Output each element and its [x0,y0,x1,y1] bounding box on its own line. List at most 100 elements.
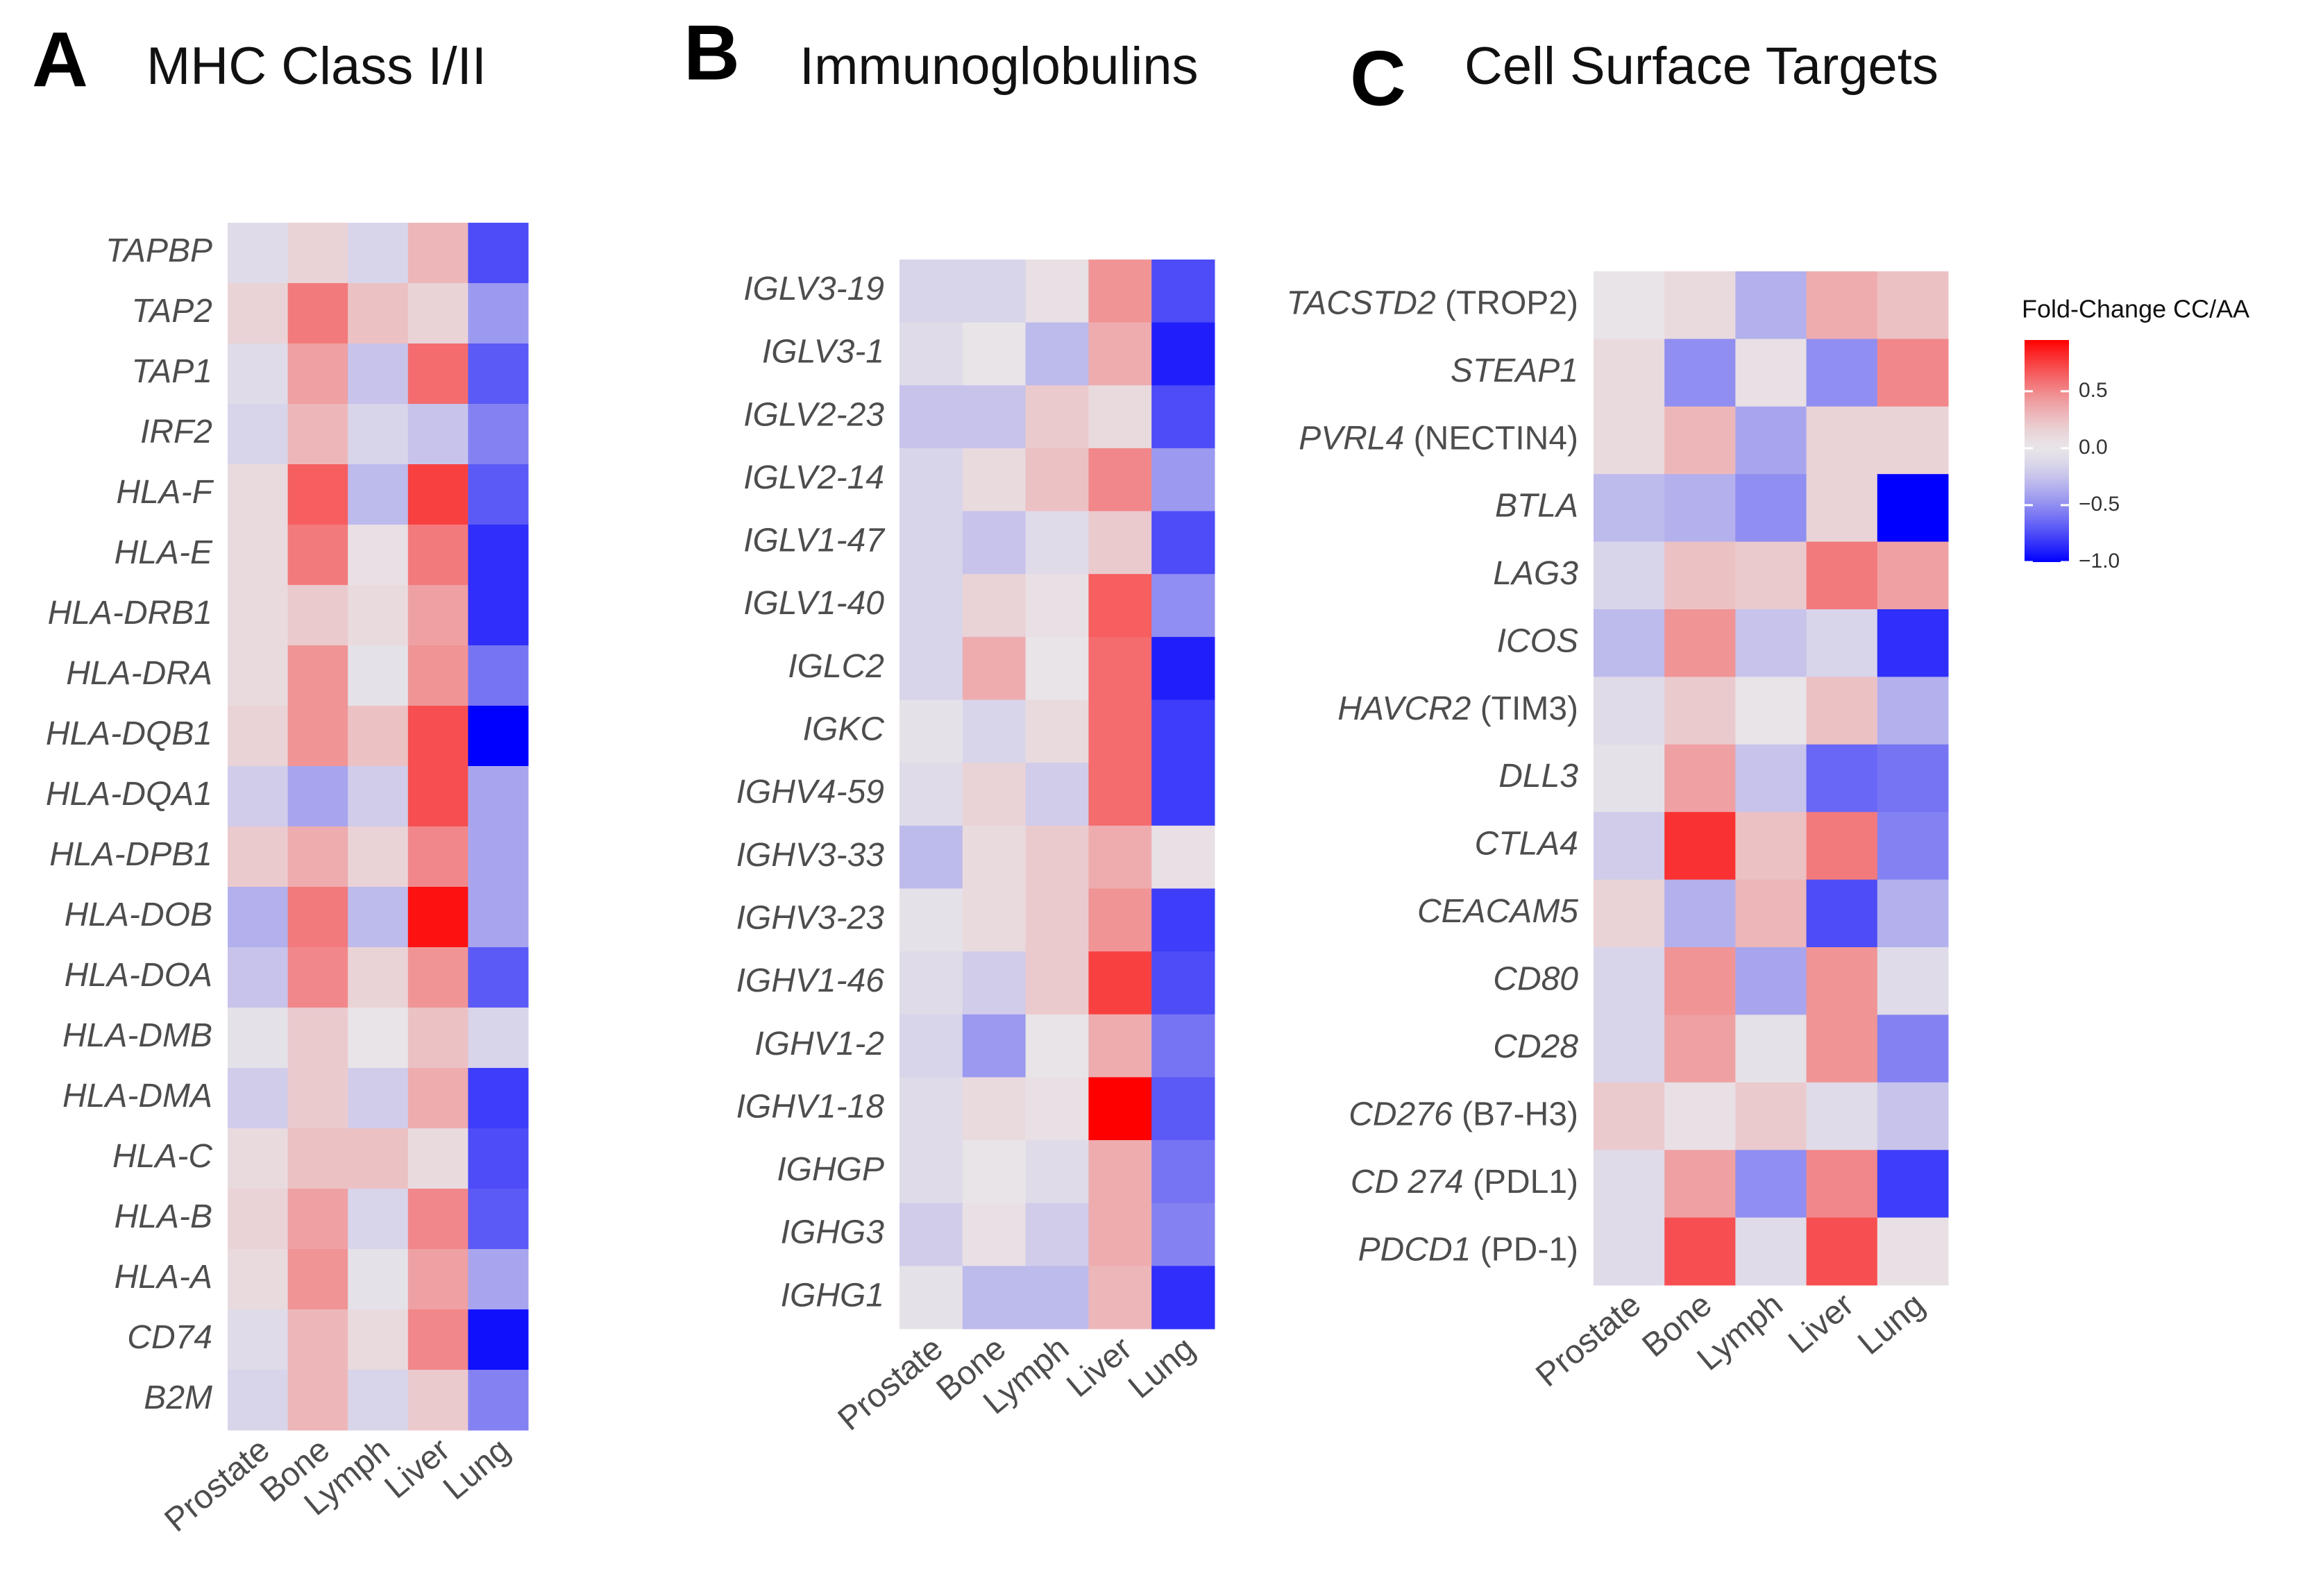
heatmap-cell [348,706,409,767]
heatmap-cell [348,645,409,706]
heatmap-cell [348,223,409,284]
heatmap-cell [407,223,468,284]
heatmap-cell [1594,541,1665,610]
heatmap-cell [899,322,963,386]
heatmap-cell [1877,339,1949,407]
heatmap-cell [1806,609,1878,677]
heatmap-cell [1025,448,1089,512]
heatmap-cell [468,585,529,646]
heatmap-cell [962,448,1027,512]
row-label: TAPBP [105,232,212,269]
panel-title: MHC Class I/II [146,37,487,96]
heatmap-cell [1806,474,1878,543]
heatmap-cell [1806,812,1878,881]
heatmap-cell [962,1014,1027,1078]
heatmap-cell [1088,951,1152,1015]
heatmap-cell [1664,744,1736,813]
heatmap-cell [1594,1150,1665,1219]
heatmap-cell [1664,474,1736,543]
heatmap-cell [287,1189,348,1250]
heatmap-cell [1735,879,1807,948]
row-label: IGHV1-18 [736,1088,885,1125]
heatmap-cell [1735,406,1807,475]
heatmap-cell [1664,812,1736,881]
heatmap-cell [228,826,289,888]
row-label: HLA-DMA [62,1078,212,1114]
heatmap-cell [1735,812,1807,881]
heatmap-cell [899,1014,963,1078]
heatmap-cell [1025,1203,1089,1266]
heatmap-cell [287,585,348,646]
heatmap-cell [1594,609,1665,677]
heatmap-cell [348,404,409,465]
heatmap-cell [348,585,409,646]
heatmap-cell [1806,271,1878,339]
heatmap-cell [1594,339,1665,407]
heatmap-cell [1594,677,1665,745]
row-label: IGHV3-33 [736,837,885,874]
heatmap-cell [287,645,348,706]
heatmap-cell [1025,1077,1089,1141]
heatmap-cell [1151,763,1215,826]
heatmap-cell [962,322,1027,386]
heatmap-cell [348,525,409,586]
heatmap-cell [407,1309,468,1370]
heatmap-cell [1877,1015,1949,1083]
heatmap-cell [1088,763,1152,826]
heatmap-cell [1664,1217,1736,1286]
heatmap-cell [468,1128,529,1189]
heatmap-cell [962,699,1027,763]
heatmap-cell [1877,947,1949,1015]
heatmap-cell [228,887,289,948]
heatmap-cell [1664,1082,1736,1151]
row-label: CEACAM5 [1417,893,1578,930]
heatmap-cell [407,826,468,888]
heatmap-cell [407,1189,468,1250]
heatmap-cell [407,947,468,1008]
row-label: CD74 [127,1319,212,1356]
heatmap-cell [1025,763,1089,826]
row-label: IGLV3-19 [743,271,884,307]
heatmap-cell [1151,699,1215,763]
panel-title: Immunoglobulins [800,37,1199,96]
heatmap-cell [899,1266,963,1330]
row-label: IGHV1-2 [754,1026,884,1062]
heatmap-cell [1151,511,1215,575]
heatmap-cell [1151,574,1215,638]
column-label: Lung [1122,1330,1202,1406]
heatmap-cell [1877,609,1949,677]
heatmap-cell [348,887,409,948]
heatmap-cell [287,1370,348,1431]
heatmap-cell [468,464,529,525]
column-label: Lung [437,1432,517,1507]
heatmap-cell [468,706,529,767]
row-label: IGHG1 [781,1277,884,1314]
heatmap-cell [287,1249,348,1310]
heatmap-cell [407,1008,468,1069]
heatmap-cell [287,343,348,405]
row-label: HAVCR2 (TIM3) [1337,690,1578,727]
row-label: IGLV3-1 [762,334,884,371]
heatmap-cell [962,385,1027,449]
heatmap-cell [407,343,468,405]
heatmap-cell [468,947,529,1008]
heatmap-cell [1735,947,1807,1015]
heatmap-cell [287,1128,348,1189]
heatmap-cell [962,1266,1027,1330]
heatmap-cell [899,951,963,1015]
heatmap-cell [1151,1077,1215,1141]
heatmap-cell [468,1309,529,1370]
heatmap-cell [228,645,289,706]
heatmap-cell [407,404,468,465]
heatmap-cell [348,1008,409,1069]
heatmap-cell [1594,879,1665,948]
heatmap-cell [962,636,1027,701]
heatmap-cell [348,826,409,888]
column-label: Prostate [1529,1287,1648,1395]
heatmap-cell [287,404,348,465]
heatmap-cell [1025,888,1089,952]
heatmap-cell [1151,260,1215,323]
heatmap-cell [287,1068,348,1129]
heatmap-cell [1735,271,1807,339]
heatmap-cell [228,464,289,525]
